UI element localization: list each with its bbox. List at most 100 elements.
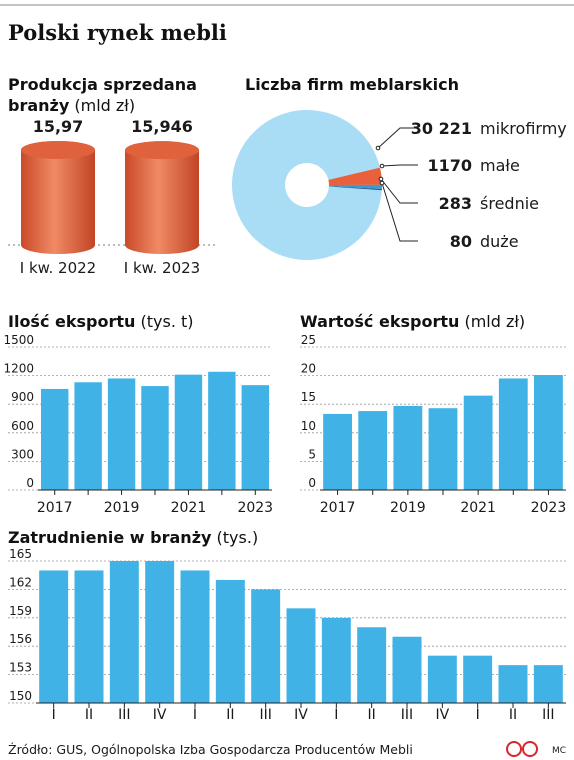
x-tick-label: I xyxy=(476,707,480,723)
y-tick-label: 150 xyxy=(9,689,32,703)
chart-unit: (mld zł) xyxy=(464,312,526,331)
cylinder xyxy=(125,141,199,254)
y-tick-label: 1200 xyxy=(3,362,34,376)
leader-dot xyxy=(379,180,385,186)
pie-slice xyxy=(232,110,382,261)
y-tick-label: 0 xyxy=(308,476,316,490)
bar xyxy=(463,655,493,703)
bar xyxy=(107,378,136,490)
chart-unit: (tys. t) xyxy=(140,312,194,331)
x-tick-label: I kw. 2023 xyxy=(124,259,200,277)
leader-dot xyxy=(378,176,384,182)
pie-slice xyxy=(328,186,382,191)
x-tick-label: 2017 xyxy=(37,500,73,516)
chart-unit: (mld zł) xyxy=(74,96,136,115)
leader-line xyxy=(380,178,418,204)
y-tick-label: 165 xyxy=(9,547,32,561)
y-tick-label: 5 xyxy=(308,447,316,461)
y-tick-label: 162 xyxy=(9,575,32,589)
x-tick-label: II xyxy=(509,707,517,723)
x-tick-label: 2017 xyxy=(320,500,356,516)
bar xyxy=(251,589,281,703)
chart-title-text: Liczba firm meblarskich xyxy=(245,75,459,94)
value-label: 283 xyxy=(439,194,472,213)
chart-title: Wartość eksportu (mld zł) xyxy=(300,311,560,332)
bar xyxy=(427,655,457,703)
legend-label: małe xyxy=(480,156,520,175)
cylinder-top xyxy=(21,141,95,159)
bar xyxy=(321,617,351,703)
x-tick-label: III xyxy=(259,707,271,723)
cylinder xyxy=(21,141,95,254)
value-label: 1170 xyxy=(427,156,472,175)
x-tick-label: I kw. 2022 xyxy=(20,259,96,277)
y-tick-label: 10 xyxy=(301,419,316,433)
chart-title: Liczba firm meblarskich xyxy=(245,74,565,95)
bar xyxy=(241,385,269,490)
chart-title-text: Wartość eksportu xyxy=(300,312,460,331)
x-tick-label: 2019 xyxy=(390,500,426,516)
y-tick-label: 900 xyxy=(11,390,34,404)
x-tick-label: II xyxy=(226,707,234,723)
bar xyxy=(358,411,388,490)
credit: MC xyxy=(552,746,566,756)
bar xyxy=(41,388,69,490)
value-label: 80 xyxy=(450,232,472,251)
x-tick-label: 2023 xyxy=(237,500,273,516)
bar xyxy=(534,375,563,490)
leader-line xyxy=(377,127,418,149)
x-tick-label: I xyxy=(52,707,56,723)
bar xyxy=(463,395,493,490)
bar xyxy=(428,408,458,490)
pie-slice xyxy=(328,167,382,185)
leader-line xyxy=(381,164,418,167)
x-tick-label: III xyxy=(401,707,413,723)
y-tick-label: 153 xyxy=(9,661,32,675)
chart-title: Ilość eksportu (tys. t) xyxy=(8,311,268,332)
x-tick-label: III xyxy=(542,707,554,723)
x-tick-label: I xyxy=(334,707,338,723)
bar xyxy=(74,382,102,490)
x-tick-label: II xyxy=(85,707,93,723)
y-tick-label: 25 xyxy=(301,333,316,347)
bar xyxy=(357,627,387,703)
y-tick-label: 15 xyxy=(301,390,316,404)
bar xyxy=(498,665,528,703)
legend-label: średnie xyxy=(480,194,539,213)
y-tick-label: 159 xyxy=(9,604,32,618)
x-tick-label: 2021 xyxy=(171,500,207,516)
value-label: 15,946 xyxy=(131,117,193,136)
y-tick-label: 156 xyxy=(9,632,32,646)
bar xyxy=(141,386,169,490)
leader-line xyxy=(381,182,418,242)
x-tick-label: I xyxy=(193,707,197,723)
y-tick-label: 300 xyxy=(11,447,34,461)
bar xyxy=(498,378,528,490)
x-tick-label: 2023 xyxy=(531,500,567,516)
x-tick-label: II xyxy=(368,707,376,723)
y-tick-label: 600 xyxy=(11,419,34,433)
bar xyxy=(180,570,210,703)
x-tick-label: 2019 xyxy=(104,500,140,516)
y-tick-label: 20 xyxy=(301,362,316,376)
bar xyxy=(286,608,316,703)
chart-title: Zatrudnienie w branży (tys.) xyxy=(8,527,408,548)
x-tick-label: 2021 xyxy=(460,500,496,516)
bar xyxy=(39,570,69,703)
cylinder-top xyxy=(125,141,199,160)
chart-title-text: Ilość eksportu xyxy=(8,312,136,331)
pie-slice xyxy=(328,184,382,190)
source: Źródło: GUS, Ogólnopolska Izba Gospodarc… xyxy=(8,742,413,757)
bar xyxy=(145,561,175,703)
legend-label: duże xyxy=(480,232,519,251)
chart-title: Produkcja sprzedana branży (mld zł) xyxy=(8,74,198,116)
leader-dot xyxy=(375,145,381,151)
x-tick-label: IV xyxy=(294,707,308,723)
leader-dot xyxy=(379,163,385,169)
bar xyxy=(109,561,139,703)
legend-label: mikrofirmy xyxy=(480,119,567,138)
logo xyxy=(506,741,538,757)
bar xyxy=(74,570,104,703)
